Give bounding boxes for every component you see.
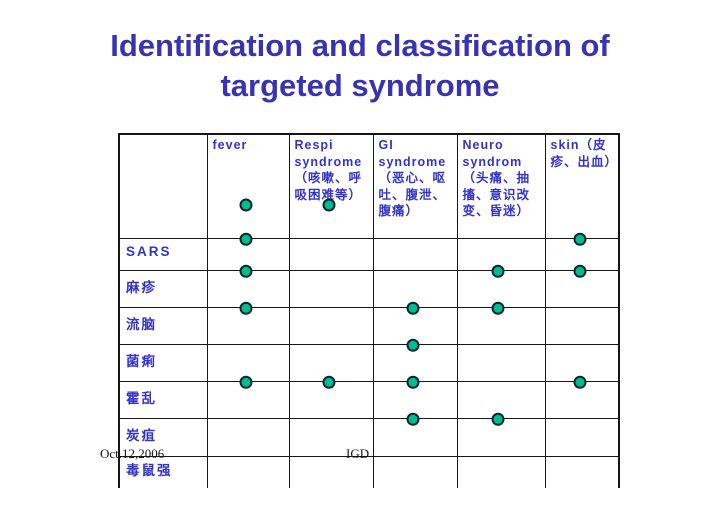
row-label: SARS [118, 237, 208, 271]
table-row: SARS [118, 232, 620, 271]
row-label: 麻疹 [118, 269, 208, 308]
table-cell [544, 375, 620, 419]
table-row: 菌痢 [118, 338, 620, 382]
syndrome-table: fever Respi syndrome（咳嗽、呼吸困难等） GI syndrome… [118, 133, 620, 488]
column-header-1: fever [206, 133, 290, 239]
syndrome-dot [406, 375, 419, 389]
column-header-2: Respi syndrome（咳嗽、呼吸困难等） [288, 133, 374, 239]
table-cell [544, 264, 620, 308]
column-header-4: Neuro syndrom（头痛、抽搐、意识改变、昏迷） [456, 133, 546, 239]
table-row: 霍乱 [118, 375, 620, 419]
syndrome-dot [239, 264, 253, 278]
table-row: 毒鼠强 [118, 455, 620, 488]
table-cell [372, 237, 458, 271]
slide-title: Identification and classification of tar… [0, 26, 720, 105]
syndrome-dot [573, 232, 587, 246]
table-cell [456, 412, 546, 457]
syndrome-dot [239, 232, 253, 246]
table-row: 炭疽 [118, 412, 620, 457]
table-cell [544, 455, 620, 488]
row-label: 炭疽 [118, 417, 208, 457]
syndrome-table-wrap: fever Respi syndrome（咳嗽、呼吸困难等） GI syndrome… [118, 133, 620, 488]
table-cell [288, 417, 374, 457]
syndrome-dot [573, 375, 587, 389]
row-label: 菌痢 [118, 343, 208, 382]
column-header-label: Respi syndrome（咳嗽、呼吸困难等） [294, 138, 363, 202]
table-cell [206, 375, 290, 419]
table-cell [288, 306, 374, 345]
column-header-3: GI syndrome（恶心、呕吐、腹泄、腹痛） [372, 133, 458, 239]
table-cell [206, 301, 290, 345]
slide-title-line1: Identification and classification of [110, 28, 610, 63]
table-cell [288, 269, 374, 308]
syndrome-dot [406, 338, 419, 352]
syndrome-dot [406, 412, 419, 426]
syndrome-dot [239, 198, 253, 212]
table-cell [544, 417, 620, 457]
syndrome-dot [573, 264, 587, 278]
table-cell [372, 375, 458, 419]
table-cell [544, 306, 620, 345]
table-cell [372, 338, 458, 382]
table-cell [288, 375, 374, 419]
syndrome-dot [322, 198, 335, 212]
syndrome-dot [322, 375, 335, 389]
table-cell [456, 264, 546, 308]
table-row: 流脑 [118, 301, 620, 345]
table-cell [456, 343, 546, 382]
table-cell [372, 412, 458, 457]
syndrome-dot [491, 412, 505, 426]
syndrome-dot [239, 301, 253, 315]
syndrome-dot [491, 301, 505, 315]
corner-cell [118, 133, 208, 239]
table-cell [206, 417, 290, 457]
column-header-label: GI syndrome（恶心、呕吐、腹泄、腹痛） [378, 138, 447, 218]
table-cell [288, 455, 374, 488]
column-header-5: skin（皮疹、出血） [544, 133, 620, 239]
table-cell [456, 455, 546, 488]
table-cell [456, 301, 546, 345]
row-label: 毒鼠强 [118, 455, 208, 488]
table-cell [372, 301, 458, 345]
table-row: 麻疹 [118, 264, 620, 308]
column-header-label: fever [212, 138, 248, 152]
slide-title-line2: targeted syndrome [220, 67, 500, 103]
syndrome-dot [406, 301, 419, 315]
syndrome-dot [239, 375, 253, 389]
table-cell [288, 237, 374, 271]
row-label: 霍乱 [118, 380, 208, 419]
column-header-label: skin（皮疹、出血） [550, 138, 619, 169]
table-cell [372, 455, 458, 488]
column-header-label: Neuro syndrom（头痛、抽搐、意识改变、昏迷） [462, 138, 531, 218]
syndrome-dot [491, 264, 505, 278]
table-cell [206, 455, 290, 488]
row-label: 流脑 [118, 306, 208, 345]
